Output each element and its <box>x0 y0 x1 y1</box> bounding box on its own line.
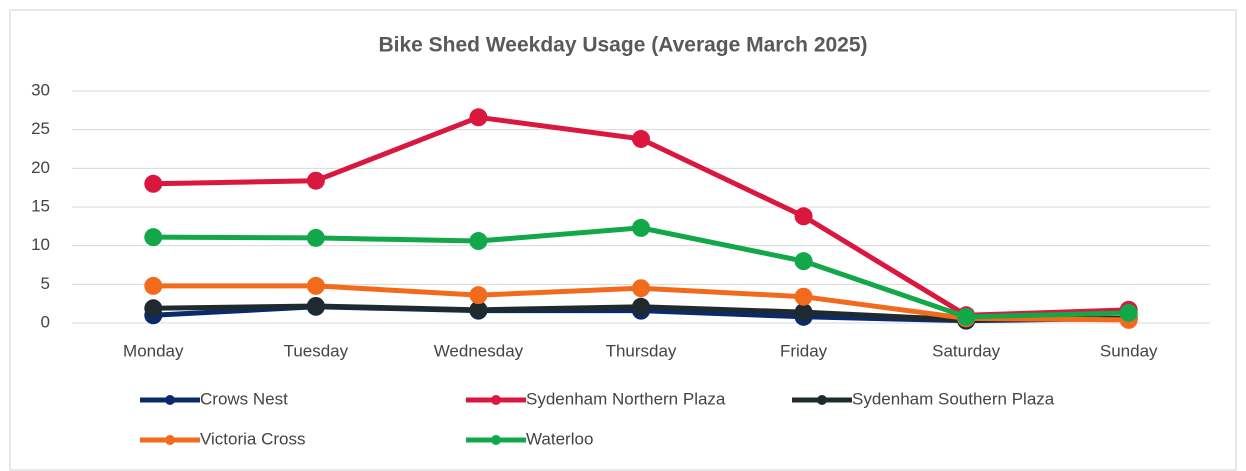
data-point <box>632 218 650 237</box>
y-tick-label: 20 <box>31 158 50 177</box>
data-point <box>794 287 813 306</box>
chart-title: Bike Shed Weekday Usage (Average March 2… <box>378 34 867 57</box>
y-tick-label: 25 <box>31 119 50 138</box>
legend-label: Sydenham Northern Plaza <box>526 389 726 408</box>
x-tick-label: Monday <box>123 341 184 360</box>
x-tick-label: Saturday <box>932 341 1001 360</box>
data-point <box>957 307 976 326</box>
data-point <box>632 297 650 316</box>
y-tick-label: 5 <box>41 274 50 293</box>
legend-marker <box>165 435 175 445</box>
data-point <box>794 207 813 226</box>
x-tick-label: Friday <box>780 341 828 360</box>
data-point <box>144 299 163 318</box>
data-point <box>306 296 325 315</box>
data-point <box>632 129 650 148</box>
legend-marker <box>491 395 501 405</box>
legend-label: Crows Nest <box>200 389 288 408</box>
data-point <box>469 286 488 305</box>
legend-label: Waterloo <box>526 429 593 448</box>
y-tick-label: 30 <box>31 80 50 99</box>
x-tick-label: Tuesday <box>284 341 349 360</box>
data-point <box>794 303 813 322</box>
legend-label: Victoria Cross <box>200 429 306 448</box>
legend-marker <box>491 435 501 445</box>
data-point <box>469 232 488 251</box>
legend-label: Sydenham Southern Plaza <box>852 389 1055 408</box>
data-point <box>144 276 163 295</box>
data-point <box>306 171 325 190</box>
x-tick-label: Wednesday <box>434 341 524 360</box>
data-point <box>144 174 163 193</box>
data-point <box>469 300 488 319</box>
data-point <box>632 279 650 298</box>
legend-marker <box>817 395 827 405</box>
data-point <box>1119 303 1138 322</box>
y-tick-label: 0 <box>41 312 50 331</box>
data-point <box>144 228 163 247</box>
x-tick-label: Sunday <box>1100 341 1158 360</box>
chart-border <box>9 9 1237 471</box>
legend-marker <box>165 395 175 405</box>
data-point <box>306 228 325 247</box>
y-tick-label: 10 <box>31 235 50 254</box>
data-point <box>306 276 325 295</box>
x-tick-label: Thursday <box>606 341 677 360</box>
data-point <box>469 108 488 127</box>
y-tick-label: 15 <box>31 196 50 215</box>
data-point <box>794 252 813 271</box>
